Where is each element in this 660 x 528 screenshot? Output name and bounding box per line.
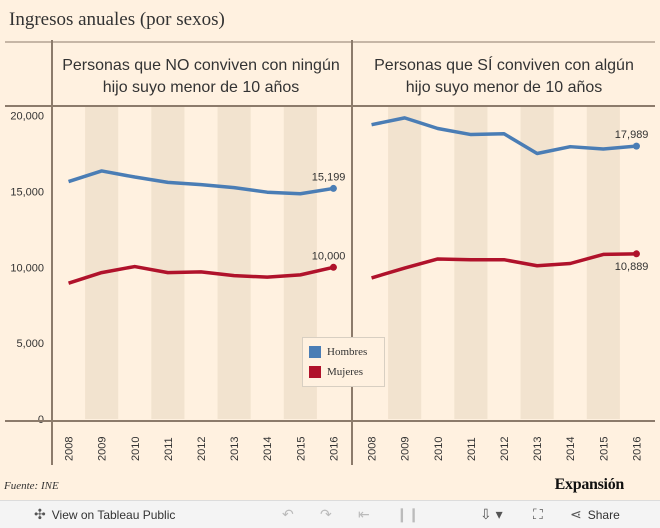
- view-on-tableau-label: View on Tableau Public: [51, 507, 176, 522]
- x-tick-label: 2016: [631, 437, 643, 461]
- x-tick-label: 2011: [163, 437, 175, 461]
- data-label: 10,000: [312, 250, 346, 262]
- end-point-mujeres: [632, 250, 640, 258]
- band-1-2009: [85, 106, 119, 419]
- data-label: 17,989: [615, 129, 649, 141]
- redo-button[interactable]: ↷: [320, 501, 332, 528]
- legend[interactable]: Hombres Mujeres: [302, 337, 385, 387]
- x-tick-label: 2015: [295, 437, 307, 461]
- end-point-hombres: [329, 184, 337, 192]
- undo-icon: ↶: [282, 506, 294, 522]
- legend-swatch-hombres: [309, 346, 321, 358]
- y-tick-label: 5,000: [16, 338, 44, 350]
- legend-item-mujeres[interactable]: Mujeres: [309, 366, 363, 378]
- download-icon: ⇩ ▾: [480, 506, 503, 522]
- data-label: 10,889: [615, 261, 649, 273]
- x-tick-label: 2013: [532, 437, 544, 461]
- x-tick-label: 2015: [598, 437, 610, 461]
- download-button[interactable]: ⇩ ▾: [480, 501, 503, 528]
- x-tick-label: 2012: [499, 437, 511, 461]
- x-tick-label: 2011: [466, 437, 478, 461]
- end-point-mujeres: [329, 263, 337, 271]
- end-point-hombres: [632, 142, 640, 150]
- x-tick-label: 2012: [196, 437, 208, 461]
- pause-button[interactable]: ❙❙: [396, 501, 419, 528]
- legend-label-hombres: Hombres: [327, 346, 368, 358]
- band-2-2009: [388, 106, 422, 419]
- brand-logo: Expansión: [554, 476, 625, 493]
- undo-button[interactable]: ↶: [282, 501, 294, 528]
- series-line-hombres: [68, 169, 334, 196]
- chart-title: Ingresos anuales (por sexos): [9, 9, 225, 30]
- x-tick-label: 2010: [433, 437, 445, 461]
- share-button[interactable]: ⋖ Share: [570, 501, 620, 528]
- fullscreen-button[interactable]: ⛶: [533, 501, 543, 528]
- x-tick-label: 2008: [367, 437, 379, 461]
- legend-swatch-mujeres: [309, 366, 321, 378]
- y-tick-label: 20,000: [10, 111, 44, 123]
- series-line-hombres: [371, 116, 637, 156]
- view-on-tableau-button[interactable]: ✣ View on Tableau Public: [34, 501, 175, 528]
- fullscreen-icon: ⛶: [533, 506, 543, 522]
- legend-item-hombres[interactable]: Hombres: [309, 346, 367, 358]
- y-tick-label: 15,000: [10, 186, 44, 198]
- x-tick-label: 2008: [64, 437, 76, 461]
- chart-area: Personas que NO conviven con ningún hijo …: [5, 40, 655, 465]
- band-1-2013: [217, 106, 251, 419]
- redo-icon: ↷: [320, 506, 332, 522]
- x-tick-label: 2009: [400, 437, 412, 461]
- x-tick-label: 2010: [130, 437, 142, 461]
- tableau-logo-icon: ✣: [34, 506, 46, 522]
- panel-title-1: Personas que NO conviven con ningún hijo …: [62, 57, 340, 96]
- x-tick-label: 2016: [328, 437, 340, 461]
- source-note: Fuente: INE: [4, 480, 59, 492]
- share-label: Share: [587, 507, 620, 522]
- band-2-2015: [586, 106, 620, 419]
- pause-icon: ❙❙: [396, 506, 420, 522]
- legend-label-mujeres: Mujeres: [327, 366, 364, 378]
- panel-title-2: Personas que SÍ conviven con algún hijo s…: [374, 55, 634, 96]
- x-tick-label: 2014: [262, 437, 274, 461]
- series-line-mujeres: [371, 252, 637, 280]
- y-tick-label: 10,000: [10, 262, 44, 274]
- revert-icon: ⇤: [358, 506, 370, 522]
- x-tick-label: 2014: [565, 437, 577, 461]
- tableau-toolbar: ✣ View on Tableau Public ↶ ↷ ⇤ ❙❙ ⇩ ▾ ⛶ …: [0, 500, 660, 528]
- x-tick-label: 2013: [229, 437, 241, 461]
- data-label: 15,199: [312, 171, 346, 183]
- x-tick-label: 2009: [97, 437, 109, 461]
- revert-button[interactable]: ⇤: [358, 501, 370, 528]
- band-2-2011: [454, 106, 488, 419]
- share-icon: ⋖: [570, 506, 582, 522]
- band-1-2011: [151, 106, 185, 419]
- series-line-mujeres: [68, 264, 334, 285]
